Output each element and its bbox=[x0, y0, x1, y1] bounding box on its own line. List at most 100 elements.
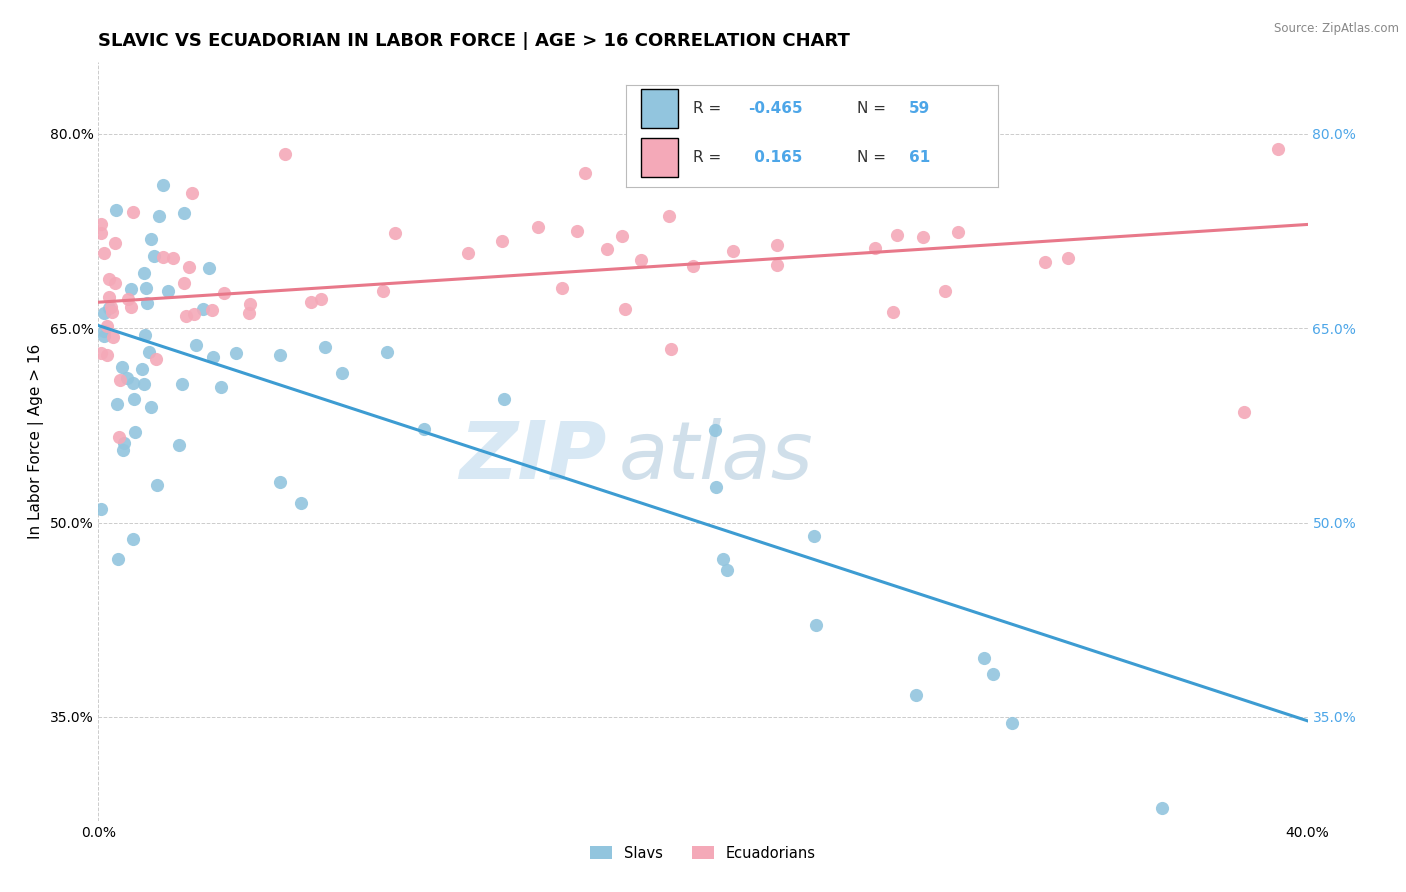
Point bbox=[225, 346, 247, 360]
Point bbox=[117, 292, 139, 306]
Text: ZIP: ZIP bbox=[458, 417, 606, 496]
Point bbox=[492, 392, 515, 407]
Point bbox=[112, 436, 135, 450]
Point bbox=[551, 281, 574, 295]
Point bbox=[526, 219, 548, 234]
Point bbox=[330, 366, 353, 380]
Text: R =: R = bbox=[693, 101, 721, 116]
FancyBboxPatch shape bbox=[641, 89, 678, 128]
Point bbox=[104, 203, 127, 218]
Point bbox=[1001, 716, 1024, 731]
Point bbox=[766, 237, 789, 252]
Point bbox=[108, 373, 131, 387]
Point bbox=[120, 282, 142, 296]
Point bbox=[765, 258, 787, 272]
Point bbox=[93, 324, 115, 338]
Point bbox=[135, 281, 157, 295]
Point bbox=[107, 552, 129, 566]
Point bbox=[93, 328, 115, 343]
Point bbox=[104, 235, 127, 250]
Point bbox=[120, 300, 142, 314]
Text: R =: R = bbox=[693, 150, 721, 165]
Point bbox=[105, 397, 128, 411]
Point bbox=[90, 217, 112, 231]
Point bbox=[682, 259, 704, 273]
FancyBboxPatch shape bbox=[641, 138, 678, 177]
Text: SLAVIC VS ECUADORIAN IN LABOR FORCE | AGE > 16 CORRELATION CHART: SLAVIC VS ECUADORIAN IN LABOR FORCE | AG… bbox=[98, 32, 851, 50]
Point bbox=[711, 552, 734, 566]
Point bbox=[703, 423, 725, 437]
Point bbox=[658, 209, 681, 223]
Point bbox=[610, 229, 633, 244]
Point bbox=[101, 330, 124, 344]
Point bbox=[132, 266, 155, 280]
Point bbox=[716, 563, 738, 577]
Point bbox=[169, 438, 191, 452]
Point bbox=[614, 302, 637, 317]
Point bbox=[721, 244, 744, 258]
Text: 59: 59 bbox=[908, 101, 931, 116]
Point bbox=[176, 309, 198, 323]
Point bbox=[269, 475, 291, 490]
Legend: Slavs, Ecuadorians: Slavs, Ecuadorians bbox=[585, 839, 821, 866]
Point bbox=[162, 251, 184, 265]
Point bbox=[567, 224, 589, 238]
Point bbox=[290, 496, 312, 510]
Point bbox=[107, 430, 129, 444]
Point bbox=[136, 296, 159, 310]
Point bbox=[413, 422, 436, 436]
Point bbox=[122, 392, 145, 407]
Point bbox=[212, 286, 235, 301]
Text: 61: 61 bbox=[908, 150, 931, 165]
Text: Source: ZipAtlas.com: Source: ZipAtlas.com bbox=[1274, 22, 1399, 36]
Point bbox=[238, 306, 260, 320]
Point bbox=[152, 178, 174, 192]
Point bbox=[96, 318, 118, 333]
Point bbox=[152, 250, 174, 264]
Point bbox=[706, 480, 728, 494]
Point bbox=[97, 272, 120, 286]
Point bbox=[179, 260, 201, 274]
Point bbox=[100, 301, 122, 315]
Point bbox=[201, 303, 224, 318]
Point bbox=[201, 350, 224, 364]
Point bbox=[803, 529, 825, 543]
Point bbox=[804, 618, 827, 632]
Point bbox=[184, 338, 207, 352]
Point bbox=[934, 285, 956, 299]
Point bbox=[193, 301, 215, 316]
Point bbox=[98, 301, 121, 315]
Point bbox=[124, 425, 146, 440]
Point bbox=[1267, 142, 1289, 156]
Point bbox=[1057, 252, 1080, 266]
Point bbox=[269, 348, 291, 362]
Point bbox=[198, 260, 221, 275]
Point bbox=[138, 345, 160, 359]
Text: atlas: atlas bbox=[619, 417, 813, 496]
Point bbox=[93, 246, 115, 260]
Point bbox=[1152, 800, 1174, 814]
Point bbox=[384, 226, 406, 240]
Point bbox=[886, 227, 908, 242]
Point bbox=[946, 225, 969, 239]
Point bbox=[630, 253, 652, 268]
Point bbox=[882, 305, 904, 319]
Point bbox=[314, 340, 336, 354]
Point bbox=[1233, 405, 1256, 419]
Point bbox=[375, 344, 398, 359]
Point bbox=[491, 235, 513, 249]
Text: -0.465: -0.465 bbox=[748, 101, 803, 116]
Point bbox=[211, 380, 233, 394]
Point bbox=[143, 249, 166, 263]
Point bbox=[863, 241, 886, 255]
Text: N =: N = bbox=[856, 101, 886, 116]
Point bbox=[659, 342, 682, 356]
Point bbox=[912, 230, 935, 244]
Point bbox=[299, 295, 322, 310]
Text: N =: N = bbox=[856, 150, 886, 165]
Point bbox=[981, 667, 1004, 681]
Point bbox=[131, 362, 153, 376]
Point bbox=[115, 370, 138, 384]
Text: 0.165: 0.165 bbox=[748, 150, 801, 165]
Point bbox=[139, 400, 162, 414]
